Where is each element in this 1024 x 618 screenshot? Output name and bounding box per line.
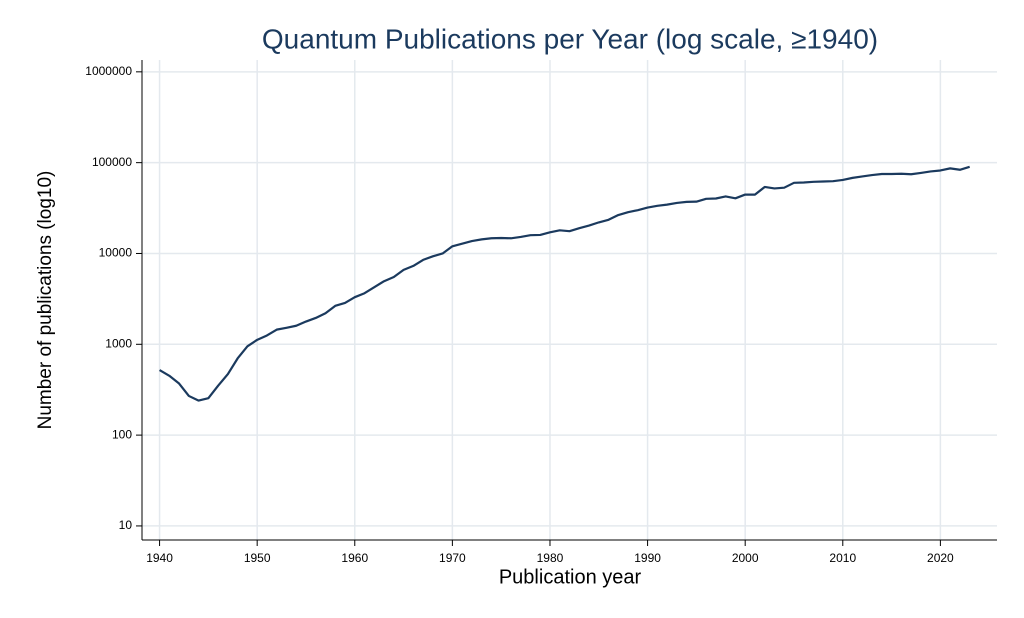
x-tick-label: 2010 xyxy=(829,551,856,565)
x-tick-label: 1970 xyxy=(439,551,466,565)
x-axis-label: Publication year xyxy=(499,566,642,588)
y-axis-label: Number of publications (log10) xyxy=(35,171,56,430)
y-tick-label: 100 xyxy=(112,427,132,441)
x-tick-label: 2000 xyxy=(732,551,759,565)
chart-title: Quantum Publications per Year (log scale… xyxy=(262,23,878,54)
y-tick-label: 10 xyxy=(119,518,133,532)
x-tick-label: 1960 xyxy=(341,551,368,565)
y-tick-label: 10000 xyxy=(99,246,133,260)
series-line xyxy=(159,165,970,402)
y-tick-label: 100000 xyxy=(92,155,132,169)
x-tick-label: 2020 xyxy=(927,551,954,565)
y-tick-label: 1000 xyxy=(105,336,132,350)
x-tick-label: 1940 xyxy=(146,551,173,565)
x-tick-label: 1990 xyxy=(634,551,661,565)
x-tick-label: 1950 xyxy=(244,551,271,565)
y-tick-label: 1000000 xyxy=(85,64,132,78)
x-tick-label: 1980 xyxy=(537,551,564,565)
